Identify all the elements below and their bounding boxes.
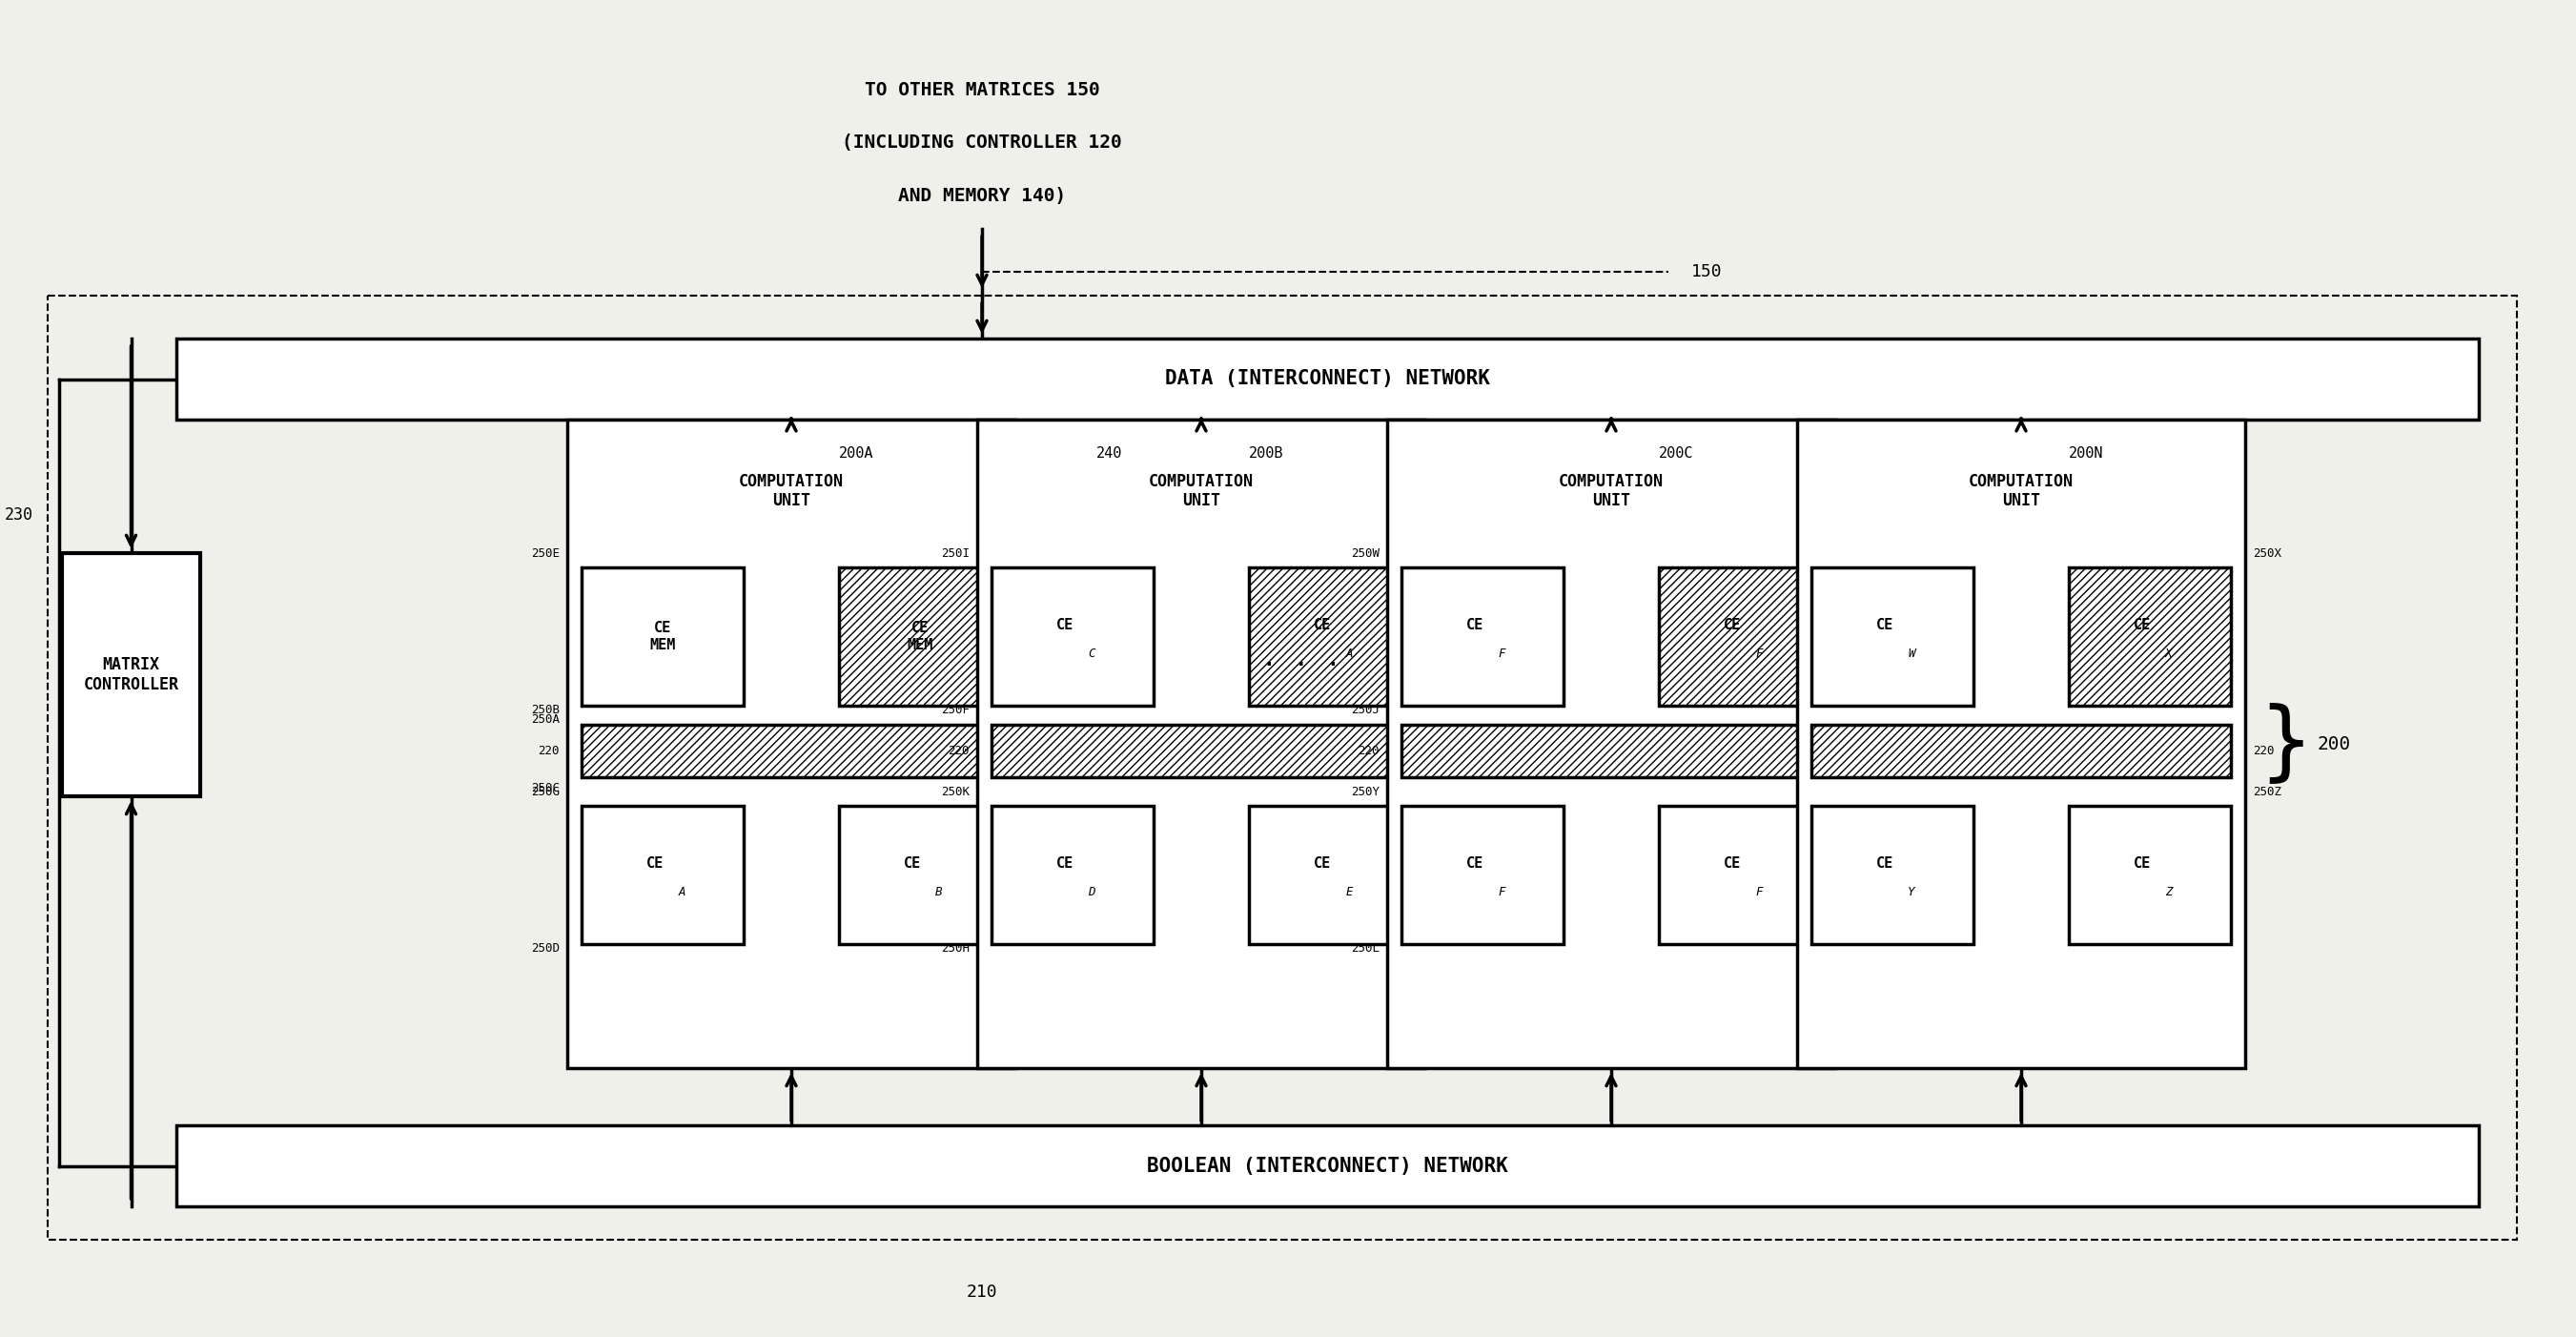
- Text: 200B: 200B: [1249, 445, 1283, 460]
- Text: CE
MEM: CE MEM: [649, 622, 675, 652]
- Text: 200: 200: [2316, 735, 2349, 753]
- Text: CE: CE: [1723, 857, 1741, 870]
- Text: 220: 220: [948, 745, 969, 757]
- Text: 250J: 250J: [1350, 705, 1381, 717]
- Bar: [992, 725, 1412, 777]
- Text: F: F: [1499, 886, 1504, 898]
- Text: 200A: 200A: [840, 445, 873, 460]
- Bar: [2069, 806, 2231, 944]
- Text: E: E: [1345, 886, 1352, 898]
- Text: MATRIX
CONTROLLER: MATRIX CONTROLLER: [82, 656, 178, 693]
- Text: 250C: 250C: [531, 782, 559, 796]
- Bar: [582, 725, 1002, 777]
- Text: CE
MEM: CE MEM: [907, 622, 933, 652]
- Text: 250D: 250D: [531, 943, 559, 955]
- Text: X: X: [2166, 647, 2172, 660]
- Bar: [992, 806, 1154, 944]
- Text: CE: CE: [1056, 857, 1074, 870]
- Text: CE: CE: [2133, 618, 2151, 632]
- Text: CE: CE: [1723, 618, 1741, 632]
- Text: 220: 220: [538, 745, 559, 757]
- Text: COMPUTATION
UNIT: COMPUTATION UNIT: [739, 472, 845, 509]
- Text: 250I: 250I: [940, 547, 969, 559]
- Text: A: A: [1345, 647, 1352, 660]
- Text: CE: CE: [1875, 618, 1893, 632]
- Text: F: F: [1754, 647, 1762, 660]
- Text: CE: CE: [1314, 857, 1332, 870]
- Text: 220: 220: [1358, 745, 1381, 757]
- Bar: [1811, 567, 1973, 706]
- Text: TO OTHER MATRICES 150: TO OTHER MATRICES 150: [866, 82, 1100, 100]
- Text: W: W: [1909, 647, 1914, 660]
- Text: 250L: 250L: [1350, 943, 1381, 955]
- Text: AND MEMORY 140): AND MEMORY 140): [899, 186, 1066, 205]
- Text: 250A: 250A: [531, 714, 559, 726]
- Bar: [1249, 567, 1412, 706]
- Bar: [976, 420, 1425, 1068]
- Text: CE: CE: [1314, 618, 1332, 632]
- Text: 250E: 250E: [531, 547, 559, 559]
- Text: 220: 220: [2254, 745, 2275, 757]
- Text: CE: CE: [1056, 618, 1074, 632]
- Text: CE: CE: [1466, 857, 1484, 870]
- Bar: [175, 338, 2478, 420]
- Text: CE: CE: [2133, 857, 2151, 870]
- Text: CE: CE: [1466, 618, 1484, 632]
- Bar: [567, 420, 1015, 1068]
- Text: 250Y: 250Y: [1350, 785, 1381, 798]
- Text: 150: 150: [1690, 263, 1723, 281]
- Bar: [582, 806, 744, 944]
- Bar: [992, 567, 1154, 706]
- Bar: [1659, 806, 1821, 944]
- Text: CE: CE: [647, 857, 665, 870]
- Bar: [49, 295, 2517, 1239]
- Bar: [2069, 567, 2231, 706]
- Bar: [1401, 725, 1821, 777]
- Text: 250B: 250B: [531, 705, 559, 717]
- Text: COMPUTATION
UNIT: COMPUTATION UNIT: [1968, 472, 2074, 509]
- Bar: [62, 554, 201, 797]
- Text: B: B: [935, 886, 943, 898]
- Text: D: D: [1087, 886, 1095, 898]
- Text: 250X: 250X: [2254, 547, 2282, 559]
- Bar: [840, 567, 1002, 706]
- Bar: [1811, 725, 2231, 777]
- Bar: [582, 567, 744, 706]
- Text: }: }: [2259, 702, 2311, 786]
- Bar: [1401, 806, 1564, 944]
- Text: 250K: 250K: [940, 785, 969, 798]
- Text: (INCLUDING CONTROLLER 120: (INCLUDING CONTROLLER 120: [842, 134, 1123, 152]
- Text: COMPUTATION
UNIT: COMPUTATION UNIT: [1149, 472, 1255, 509]
- Bar: [1249, 806, 1412, 944]
- Text: Z: Z: [2166, 886, 2172, 898]
- Text: Y: Y: [1909, 886, 1914, 898]
- Text: 200C: 200C: [1659, 445, 1692, 460]
- Text: COMPUTATION
UNIT: COMPUTATION UNIT: [1558, 472, 1664, 509]
- Text: CE: CE: [904, 857, 922, 870]
- Text: DATA (INTERCONNECT) NETWORK: DATA (INTERCONNECT) NETWORK: [1164, 369, 1489, 389]
- Text: 200N: 200N: [2069, 445, 2105, 460]
- Text: F: F: [1754, 886, 1762, 898]
- Bar: [175, 1126, 2478, 1206]
- Text: . . .: . . .: [1262, 644, 1342, 671]
- Text: 250G: 250G: [531, 785, 559, 798]
- Bar: [840, 806, 1002, 944]
- Text: 240: 240: [1097, 445, 1123, 460]
- Text: A: A: [677, 886, 685, 898]
- Bar: [1401, 567, 1564, 706]
- Text: F: F: [1499, 647, 1504, 660]
- Text: 230: 230: [5, 507, 33, 524]
- Text: 210: 210: [966, 1284, 997, 1301]
- Bar: [1386, 420, 1834, 1068]
- Text: CE: CE: [1875, 857, 1893, 870]
- Text: 250W: 250W: [1350, 547, 1381, 559]
- Bar: [1798, 420, 2246, 1068]
- Bar: [1659, 567, 1821, 706]
- Text: 250H: 250H: [940, 943, 969, 955]
- Text: BOOLEAN (INTERCONNECT) NETWORK: BOOLEAN (INTERCONNECT) NETWORK: [1146, 1157, 1507, 1175]
- Bar: [1811, 806, 1973, 944]
- Text: 250Z: 250Z: [2254, 785, 2282, 798]
- Text: 250F: 250F: [940, 705, 969, 717]
- Text: C: C: [1087, 647, 1095, 660]
